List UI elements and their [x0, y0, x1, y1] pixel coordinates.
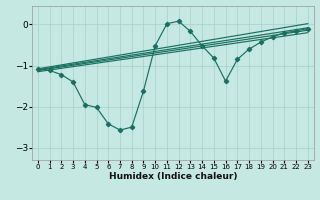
X-axis label: Humidex (Indice chaleur): Humidex (Indice chaleur)	[108, 172, 237, 181]
